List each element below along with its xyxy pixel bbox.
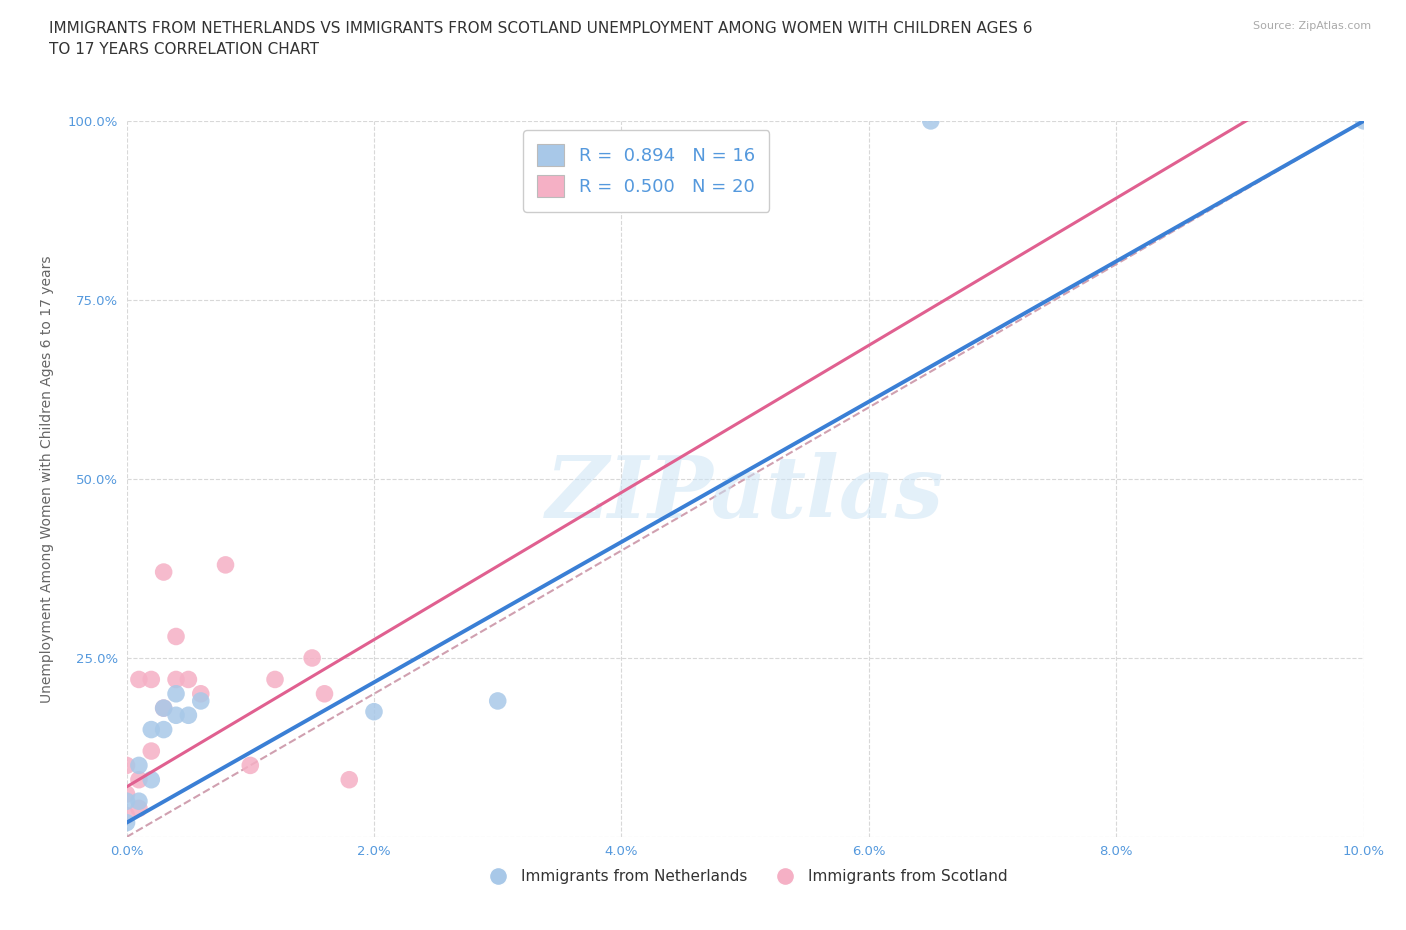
Point (115, 787, 138, 802)
Point (115, 808, 138, 823)
Point (314, 686, 336, 701)
Point (141, 772, 163, 787)
Point (152, 722, 174, 737)
Point (115, 794, 138, 809)
Point (1353, 113, 1375, 128)
Point (141, 672, 163, 687)
Text: TO 17 YEARS CORRELATION CHART: TO 17 YEARS CORRELATION CHART (49, 42, 319, 57)
Point (214, 557, 236, 572)
Point (363, 704, 385, 719)
Point (920, 113, 942, 128)
Point (128, 772, 150, 787)
Point (115, 758, 138, 773)
Point (177, 672, 200, 687)
Point (165, 686, 187, 701)
Point (152, 565, 174, 579)
Point (115, 816, 138, 830)
Point (337, 772, 360, 787)
Point (141, 722, 163, 737)
Y-axis label: Unemployment Among Women with Children Ages 6 to 17 years: Unemployment Among Women with Children A… (39, 255, 53, 703)
Point (165, 629, 187, 644)
Text: IMMIGRANTS FROM NETHERLANDS VS IMMIGRANTS FROM SCOTLAND UNEMPLOYMENT AMONG WOMEN: IMMIGRANTS FROM NETHERLANDS VS IMMIGRANT… (49, 21, 1033, 36)
Text: ZIPatlas: ZIPatlas (546, 452, 945, 535)
Point (165, 708, 187, 723)
Point (239, 758, 262, 773)
Point (128, 801, 150, 816)
Point (486, 694, 509, 709)
Point (190, 686, 212, 701)
Legend: Immigrants from Netherlands, Immigrants from Scotland: Immigrants from Netherlands, Immigrants … (477, 863, 1014, 890)
Point (264, 672, 287, 687)
Point (128, 758, 150, 773)
Point (177, 708, 200, 723)
Point (152, 700, 174, 715)
Point (165, 672, 187, 687)
Point (128, 672, 150, 687)
Point (141, 744, 163, 759)
Point (301, 651, 323, 666)
Point (190, 694, 212, 709)
Point (152, 700, 174, 715)
Text: Source: ZipAtlas.com: Source: ZipAtlas.com (1253, 21, 1371, 32)
Point (128, 794, 150, 809)
